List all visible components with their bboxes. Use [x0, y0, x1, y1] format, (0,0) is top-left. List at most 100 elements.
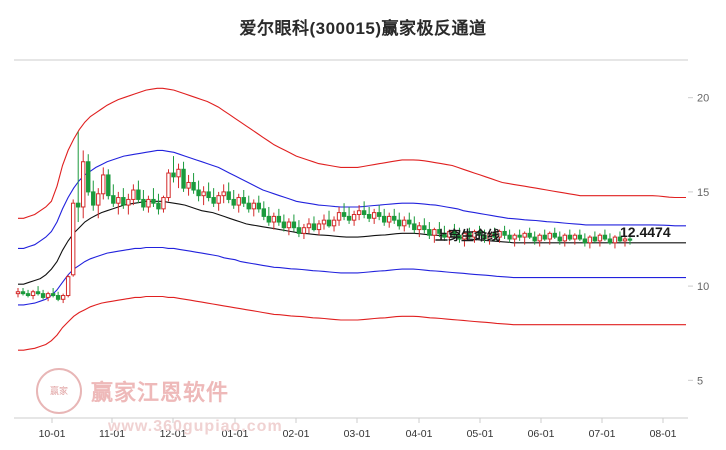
candlesticks-layer	[15, 131, 633, 304]
candle-body	[482, 234, 487, 240]
candle-body	[522, 232, 527, 238]
candle-body	[346, 215, 352, 221]
candle-body	[70, 202, 76, 276]
y-axis-tick-label: 10	[697, 281, 709, 293]
candle-body	[251, 202, 256, 210]
candle-body	[537, 234, 542, 242]
candle-body	[562, 234, 567, 242]
candle-body	[326, 219, 332, 227]
candle-body	[572, 234, 578, 240]
candle-body	[622, 238, 628, 242]
candle-body	[281, 221, 287, 229]
candle-body	[116, 197, 121, 204]
candle-body	[176, 168, 181, 178]
candle-body	[191, 181, 196, 191]
candle-body	[321, 219, 327, 225]
candle-body	[276, 215, 282, 223]
candle-body	[301, 227, 307, 234]
candle-body	[627, 238, 633, 241]
candle-body	[216, 195, 221, 204]
candle-body	[447, 230, 452, 238]
candle-body	[65, 276, 71, 297]
candle-body	[402, 219, 407, 227]
candle-body	[387, 215, 392, 223]
x-axis-tick-label: 06-01	[528, 428, 555, 440]
candle-body	[407, 219, 412, 225]
candle-body	[361, 210, 367, 216]
x-axis-tick-label: 03-01	[344, 428, 371, 440]
candle-body	[376, 212, 382, 217]
candle-body	[356, 210, 362, 216]
candle-body	[477, 230, 482, 236]
channel-line-4	[18, 295, 686, 351]
annotations-layer: 上穿生命线 12.4474	[435, 224, 671, 243]
x-axis-tick-label: 04-01	[406, 428, 433, 440]
x-axis-tick-label: 05-01	[467, 428, 494, 440]
candle-body	[442, 232, 447, 238]
candle-body	[472, 230, 477, 238]
candle-body	[201, 191, 206, 197]
candle-body	[91, 191, 96, 206]
candle-body	[577, 234, 583, 240]
candle-body	[156, 202, 161, 210]
candle-body	[557, 236, 562, 242]
candle-body	[236, 197, 241, 206]
candle-body	[617, 236, 623, 242]
candle-body	[432, 229, 437, 236]
candle-body	[507, 234, 512, 240]
x-axis-tick-label: 02-01	[283, 428, 310, 440]
channel-line-1	[18, 149, 686, 249]
x-axis-tick-label: 11-01	[99, 428, 125, 440]
candle-body	[341, 212, 347, 217]
candle-body	[166, 172, 171, 199]
candle-body	[532, 236, 537, 242]
page-title: 爱尔眼科(300015)赢家极反通道	[239, 19, 487, 38]
candle-body	[306, 223, 312, 229]
candle-body	[497, 230, 502, 238]
y-axis-tick-label: 15	[697, 187, 709, 199]
candle-body	[146, 198, 151, 208]
candle-body	[527, 232, 532, 238]
candle-body	[512, 234, 517, 240]
candle-body	[457, 234, 462, 240]
last-price-label: 12.4474	[620, 224, 671, 240]
candle-body	[316, 223, 322, 231]
x-axis-tick-label: 12-01	[160, 428, 187, 440]
x-axis-tick-label: 08-01	[650, 428, 677, 440]
candle-body	[241, 197, 246, 204]
channel-line-3	[18, 246, 686, 306]
candle-body	[221, 191, 226, 197]
candle-body	[196, 189, 201, 197]
candle-body	[50, 293, 56, 297]
candle-body	[206, 191, 211, 199]
candle-body	[397, 219, 402, 227]
candle-body	[136, 189, 141, 200]
candle-body	[517, 234, 522, 238]
x-axis-tick-label: 01-01	[222, 428, 249, 440]
candle-body	[25, 293, 31, 297]
x-axis-tick-label: 10-01	[39, 428, 66, 440]
candle-body	[381, 215, 387, 223]
candle-body	[20, 291, 26, 295]
candle-body	[311, 223, 317, 231]
candle-body	[15, 291, 21, 295]
candle-body	[60, 295, 66, 300]
candle-body	[487, 232, 492, 240]
candle-body	[492, 232, 497, 238]
candle-body	[422, 225, 427, 231]
candle-body	[161, 197, 166, 210]
candle-body	[291, 221, 297, 229]
candle-body	[81, 161, 86, 208]
candle-body	[246, 202, 251, 210]
candle-body	[186, 181, 191, 189]
candle-body	[131, 189, 136, 200]
candle-body	[261, 208, 267, 217]
axes-layer	[14, 59, 693, 423]
candle-body	[40, 293, 46, 298]
candle-body	[151, 198, 156, 204]
candle-body	[392, 215, 397, 221]
x-axis-tick-label: 07-01	[589, 428, 616, 440]
candle-body	[181, 168, 186, 189]
candle-body	[592, 236, 598, 242]
candle-body	[587, 236, 593, 244]
